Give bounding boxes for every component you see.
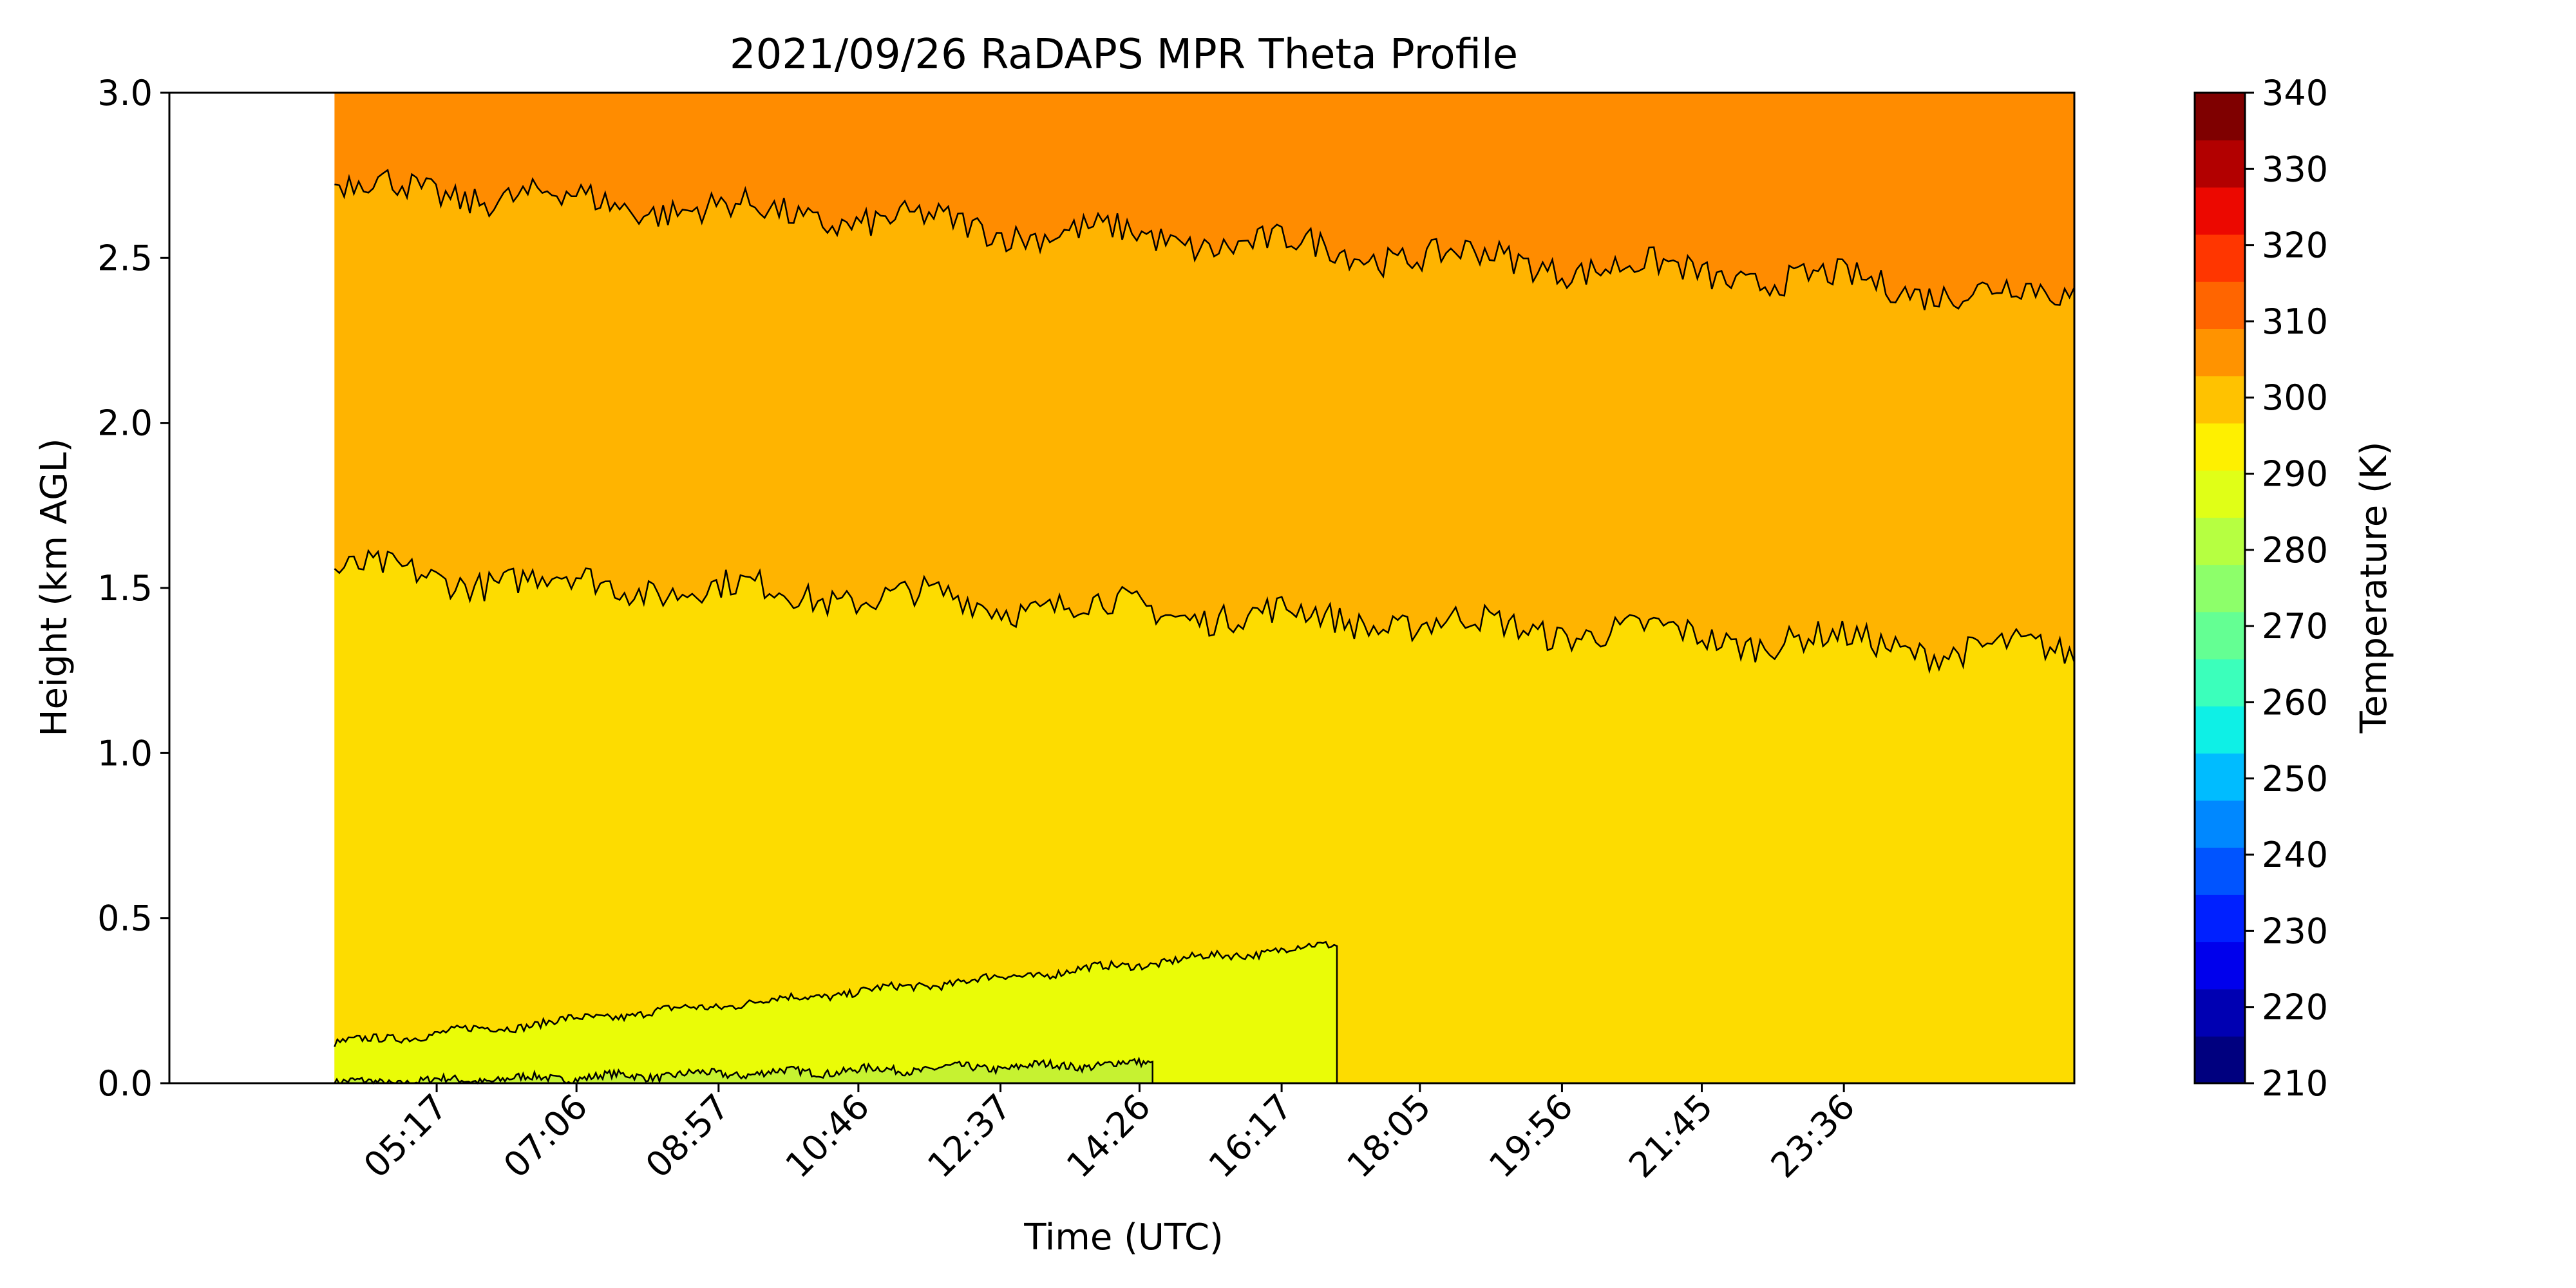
theta-band-295 bbox=[334, 551, 2075, 1083]
colorbar-tick-label: 220 bbox=[2262, 987, 2328, 1028]
colorbar-segment bbox=[2195, 847, 2245, 895]
colorbar-tick-label: 240 bbox=[2262, 835, 2328, 875]
colorbar-tick-label: 210 bbox=[2262, 1063, 2328, 1104]
colorbar-tick-label: 310 bbox=[2262, 301, 2328, 342]
contour-290 bbox=[334, 940, 1338, 1083]
colorbar-tick-label: 270 bbox=[2262, 606, 2328, 647]
y-tick-label: 2.5 bbox=[97, 238, 153, 278]
colorbar-segment bbox=[2195, 895, 2245, 943]
colorbar-segment bbox=[2195, 989, 2245, 1037]
colorbar-label: Temperature (K) bbox=[2353, 442, 2395, 734]
colorbar: 210 220 230 240 250 260 270 280 290 300 310 320 330 3… bbox=[2193, 73, 2328, 1104]
colorbar-tick-label: 280 bbox=[2262, 530, 2328, 571]
plot-area bbox=[168, 91, 2076, 1085]
y-tick-label: 2.0 bbox=[97, 403, 153, 444]
colorbar-segment bbox=[2195, 611, 2245, 659]
colorbar-tick-label: 250 bbox=[2262, 759, 2328, 799]
colorbar-segment bbox=[2195, 706, 2245, 754]
y-tick-label: 0.0 bbox=[97, 1063, 153, 1104]
colorbar-segment bbox=[2195, 517, 2245, 565]
x-axis-label: Time (UTC) bbox=[1023, 1217, 1224, 1258]
x-tick-label: 05:17 bbox=[356, 1086, 456, 1186]
colorbar-tick-label: 290 bbox=[2262, 454, 2328, 495]
colorbar-tick-label: 300 bbox=[2262, 377, 2328, 418]
y-tick-label: 3.0 bbox=[97, 73, 153, 113]
x-tick-label: 08:57 bbox=[638, 1086, 737, 1186]
colorbar-tick-label: 230 bbox=[2262, 911, 2328, 951]
colorbar-segment bbox=[2195, 942, 2245, 990]
x-tick-label: 16:17 bbox=[1201, 1086, 1301, 1186]
y-tick-label: 0.5 bbox=[97, 898, 153, 939]
colorbar-tick-label: 340 bbox=[2262, 73, 2328, 113]
x-tick-label: 07:06 bbox=[496, 1086, 596, 1186]
x-tick-label: 12:37 bbox=[920, 1086, 1019, 1186]
colorbar-segment bbox=[2195, 469, 2245, 518]
colorbar-segment bbox=[2195, 93, 2245, 141]
contour-300 bbox=[334, 169, 2076, 310]
colorbar-tick-label: 260 bbox=[2262, 682, 2328, 723]
colorbar-segment bbox=[2195, 658, 2245, 706]
y-axis: 0.0 0.5 1.0 1.5 2.0 2.5 3.0 bbox=[97, 73, 169, 1104]
colorbar-tick-label: 320 bbox=[2262, 225, 2328, 266]
x-tick-label: 14:26 bbox=[1059, 1086, 1159, 1186]
y-tick-label: 1.0 bbox=[97, 733, 153, 773]
x-axis: 05:17 07:06 08:57 10:46 12:37 14:26 16:17 18:05… bbox=[356, 1083, 1863, 1186]
colorbar-segment bbox=[2195, 753, 2245, 801]
x-tick-label: 10:46 bbox=[777, 1086, 877, 1186]
colorbar-segment bbox=[2195, 564, 2245, 612]
x-tick-label: 18:05 bbox=[1339, 1086, 1439, 1186]
y-tick-label: 1.5 bbox=[97, 568, 153, 609]
colorbar-segment bbox=[2195, 328, 2245, 377]
x-tick-label: 23:36 bbox=[1763, 1086, 1863, 1186]
colorbar-segment bbox=[2195, 1036, 2245, 1084]
colorbar-segment bbox=[2195, 140, 2245, 188]
colorbar-segment bbox=[2195, 375, 2245, 424]
x-tick-label: 19:56 bbox=[1481, 1086, 1581, 1186]
colorbar-frame bbox=[2193, 91, 2246, 1084]
x-tick-label: 21:45 bbox=[1621, 1086, 1721, 1186]
y-axis-label: Height (km AGL) bbox=[33, 438, 75, 736]
colorbar-segment bbox=[2195, 800, 2245, 848]
contour-295 bbox=[334, 549, 2076, 674]
chart-title: 2021/09/26 RaDAPS MPR Theta Profile bbox=[730, 31, 1518, 79]
colorbar-segment bbox=[2195, 422, 2245, 471]
colorbar-tick-label: 330 bbox=[2262, 149, 2328, 189]
colorbar-segment bbox=[2195, 187, 2245, 235]
colorbar-segment bbox=[2195, 234, 2245, 282]
theta-band-290 bbox=[334, 942, 1337, 1083]
colorbar-segment bbox=[2195, 281, 2245, 329]
